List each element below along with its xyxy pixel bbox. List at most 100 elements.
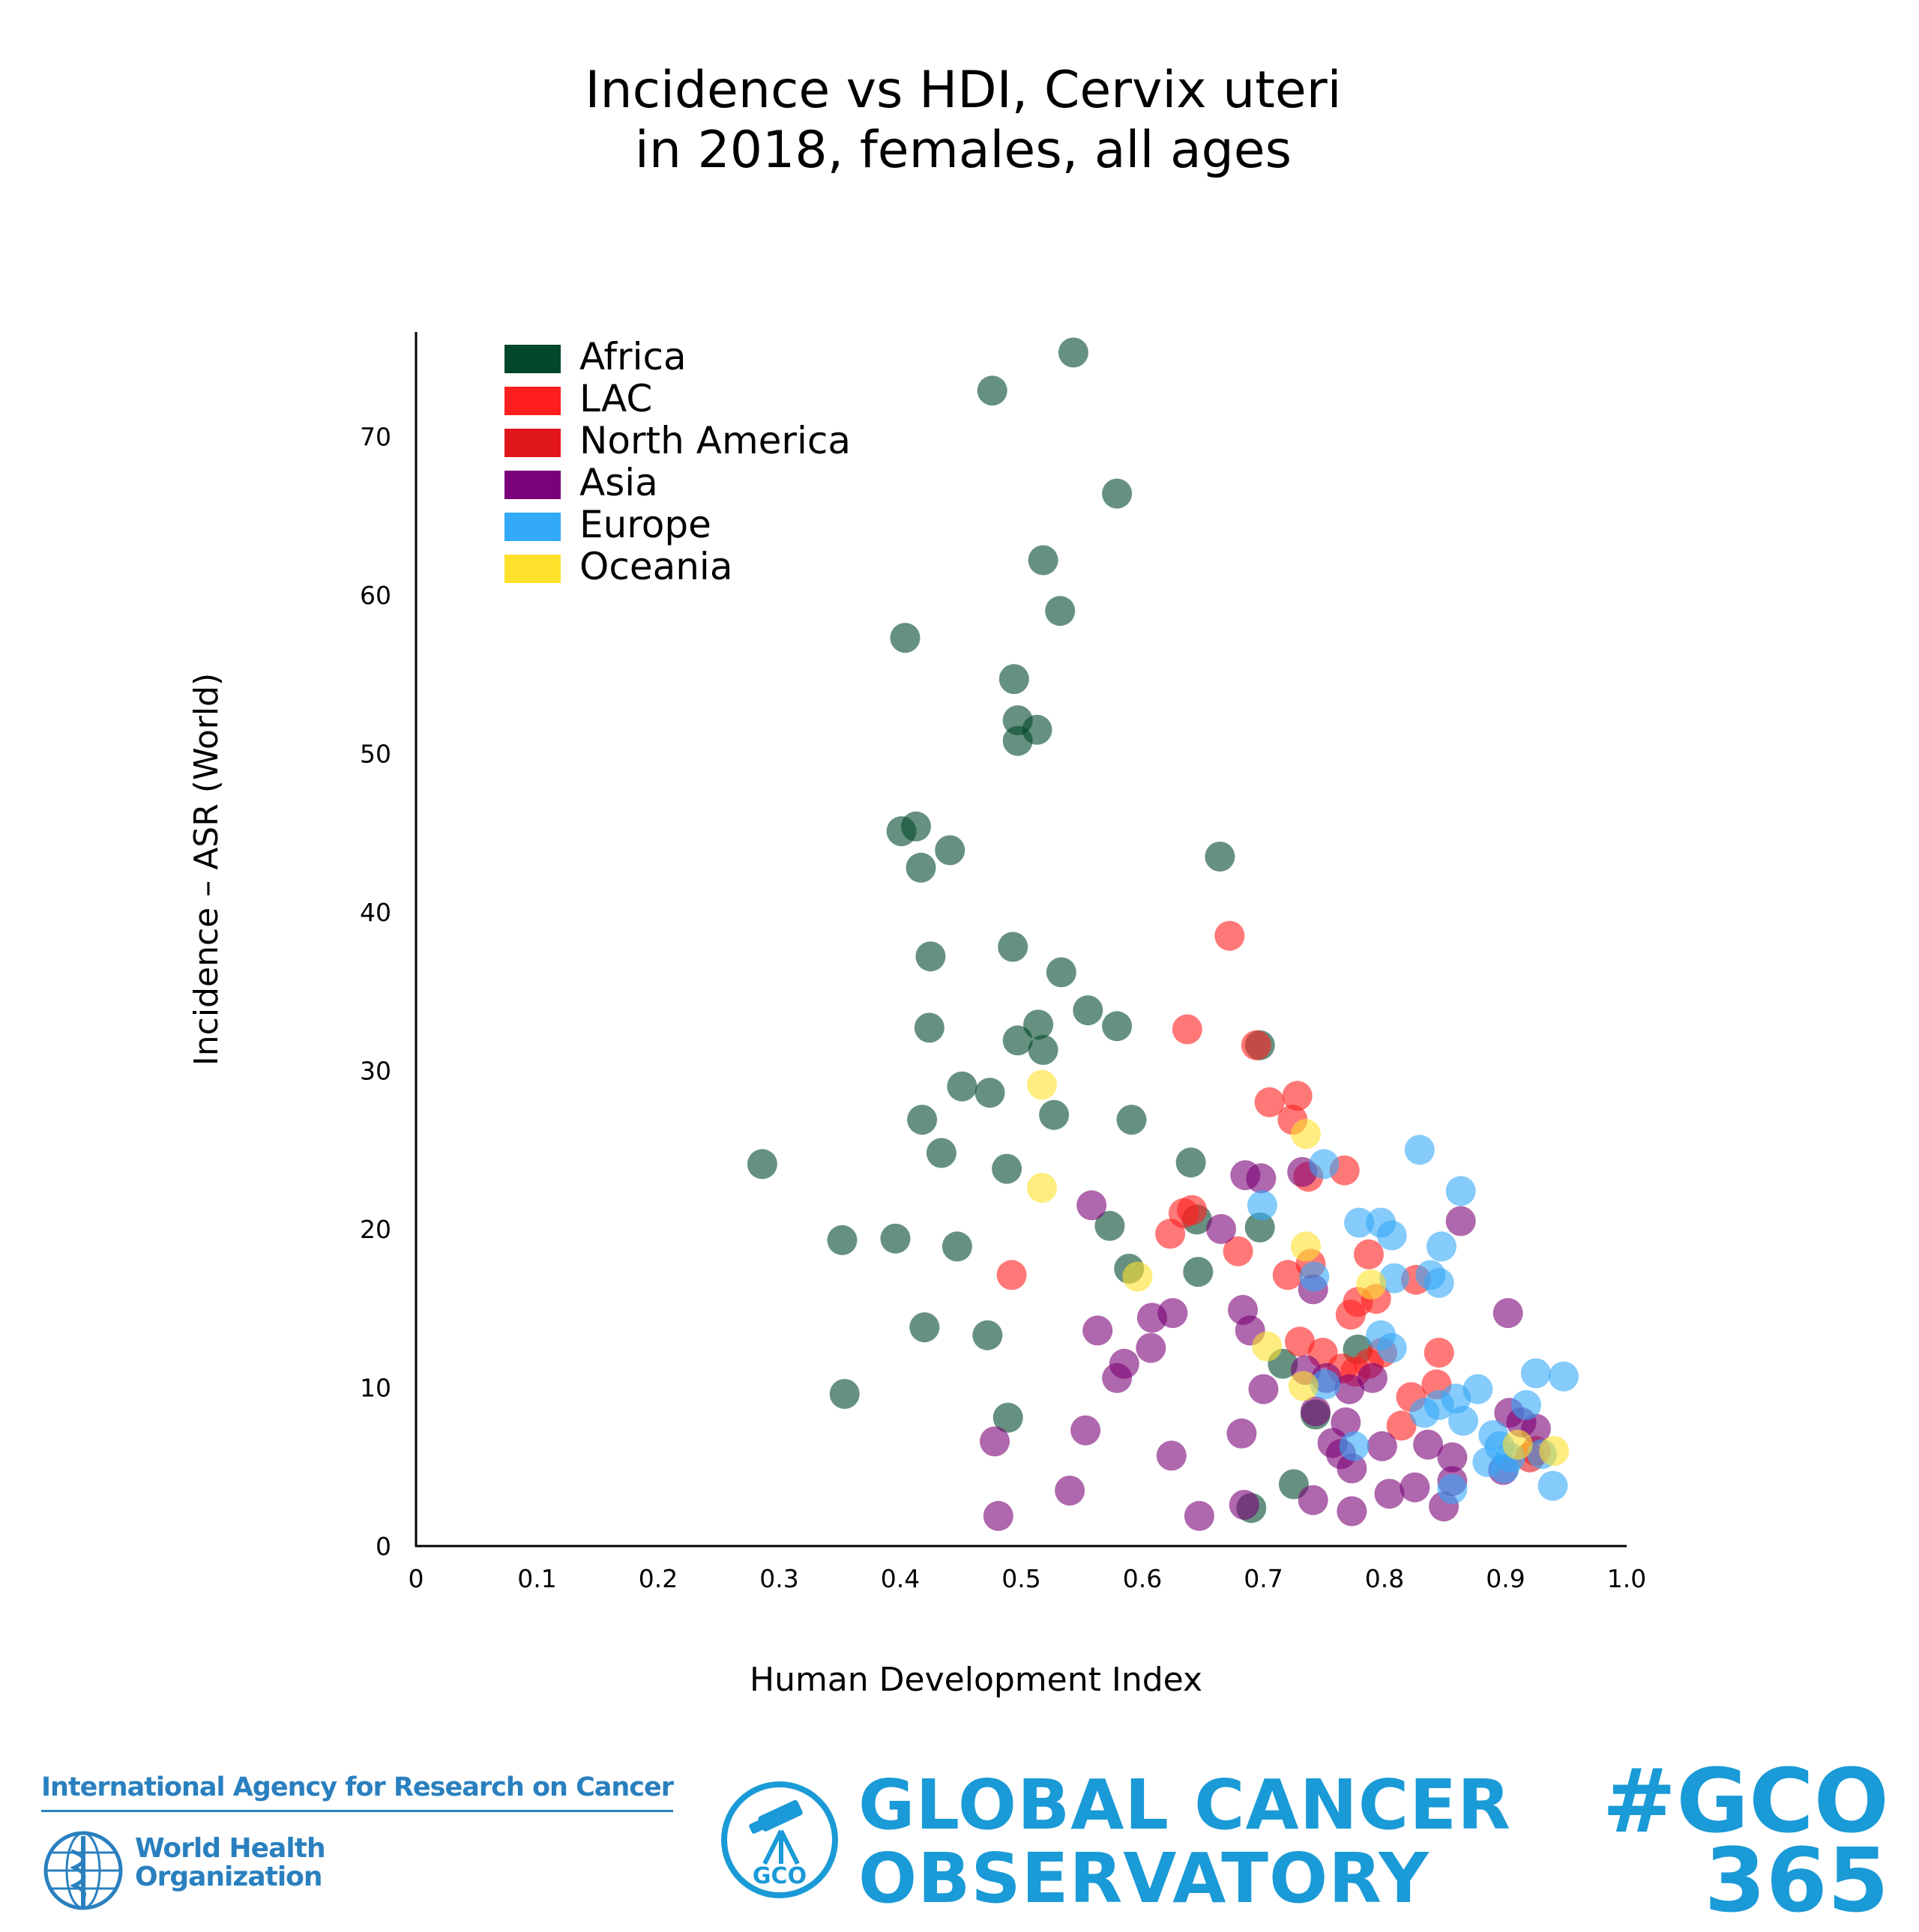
point-asia-25 [1337,1453,1367,1484]
point-europe-26 [1489,1453,1519,1484]
point-africa-14 [1205,842,1235,872]
x-tick-label: 1.0 [1607,1564,1646,1593]
point-asia-30 [980,1426,1010,1457]
point-africa-27 [907,1105,938,1135]
point-africa-0 [1058,337,1088,368]
gco-title: GLOBAL CANCER OBSERVATORY [858,1769,1511,1916]
point-asia-7 [1492,1298,1523,1329]
point-africa-13 [906,852,936,883]
point-africa-44 [829,1379,860,1409]
point-europe-30 [1339,1431,1370,1461]
point-asia-38 [1374,1479,1405,1509]
point-asia-9 [1136,1302,1167,1333]
x-tick-label: 0.8 [1365,1564,1404,1593]
point-africa-18 [1073,995,1103,1026]
x-tick-label: 0.3 [759,1564,798,1593]
point-lac-16 [996,1260,1027,1290]
point-asia-29 [1070,1415,1101,1446]
y-tick-label: 50 [360,740,391,769]
point-africa-45 [992,1402,1023,1433]
point-africa-36 [1244,1212,1275,1243]
point-africa-4 [1045,596,1076,627]
legend-swatch-africa [504,345,561,373]
chart-title-line-1: Incidence vs HDI, Cervix uteri [585,61,1341,120]
point-africa-37 [827,1225,858,1255]
point-africa-21 [1023,1009,1054,1040]
point-asia-37 [1337,1496,1367,1527]
legend-label: Oceania [579,545,732,588]
point-lac-4 [1282,1081,1313,1111]
point-lac-10 [1155,1219,1186,1249]
point-africa-32 [992,1153,1022,1184]
gco-hashtag-line1: #GCO [1602,1749,1889,1853]
point-europe-20 [1424,1389,1454,1420]
point-africa-15 [915,941,946,972]
x-tick-label: 0 [409,1564,424,1593]
point-asia-4 [1206,1214,1236,1244]
x-tick-label: 0.4 [881,1564,920,1593]
x-tick-label: 0.7 [1244,1564,1283,1593]
legend-label: Europe [579,503,711,546]
point-africa-43 [972,1320,1003,1350]
chart-title-line-2: in 2018, females, all ages [635,121,1292,180]
gco-title-line1: GLOBAL CANCER [858,1765,1511,1845]
data-points [747,337,1579,1531]
point-europe-7 [1426,1231,1456,1262]
point-africa-28 [1039,1099,1070,1130]
tick-labels: 0 0.1 0.2 0.3 0.4 0.5 0.6 0.7 0.8 0.9 1.0 0 10 20 30 40… [360,423,1646,1594]
point-europe-27 [1537,1470,1568,1501]
point-africa-33 [1175,1147,1206,1178]
point-oceania-2 [1122,1261,1153,1292]
legend-swatch-lac [504,387,561,415]
point-asia-5 [1445,1206,1476,1237]
point-lac-14 [1354,1239,1384,1270]
point-africa-12 [935,835,965,866]
y-tick-label: 20 [360,1215,391,1244]
point-oceania-9 [1502,1429,1533,1460]
point-asia-39 [1400,1472,1430,1503]
point-asia-15 [1102,1362,1133,1393]
y-tick-label: 0 [376,1532,391,1561]
point-europe-14 [1520,1358,1551,1389]
point-asia-28 [1437,1442,1468,1473]
point-africa-5 [890,623,921,653]
point-oceania-0 [1027,1069,1057,1100]
legend-label: LAC [579,377,652,420]
point-africa-30 [926,1138,957,1168]
point-lac-19 [1335,1299,1366,1330]
x-axis-label: Human Development Index [750,1661,1202,1699]
point-asia-31 [1156,1440,1187,1471]
point-lac-2 [1241,1030,1271,1060]
y-tick-label: 30 [360,1057,391,1086]
point-europe-4 [1344,1207,1375,1238]
point-africa-25 [947,1071,977,1102]
point-africa-23 [1028,1035,1058,1065]
point-asia-13 [1136,1332,1166,1363]
point-lac-9 [1177,1195,1208,1225]
x-tick-label: 0.9 [1486,1564,1525,1593]
point-africa-2 [1102,478,1133,509]
point-europe-9 [1424,1267,1454,1298]
point-africa-20 [914,1012,945,1043]
point-europe-2 [1247,1190,1277,1221]
point-europe-6 [1376,1220,1407,1251]
point-lac-3 [1254,1087,1285,1117]
x-tick-label: 0.2 [639,1564,678,1593]
point-asia-21 [1300,1396,1331,1427]
point-oceania-4 [1291,1231,1321,1262]
point-africa-26 [974,1078,1005,1108]
point-lac-11 [1223,1236,1253,1267]
point-asia-36 [1298,1485,1328,1515]
gco-telescope-logo-icon: GCO [721,1781,838,1898]
y-tick-label: 40 [360,898,391,927]
point-europe-16 [1511,1389,1541,1420]
point-europe-21 [1448,1405,1478,1436]
point-africa-39 [942,1231,972,1262]
point-africa-9 [1002,725,1033,756]
x-tick-label: 0.1 [517,1564,556,1593]
point-asia-10 [1082,1315,1113,1346]
point-asia-33 [1055,1476,1085,1506]
point-africa-38 [880,1223,911,1254]
point-africa-17 [1046,957,1076,988]
